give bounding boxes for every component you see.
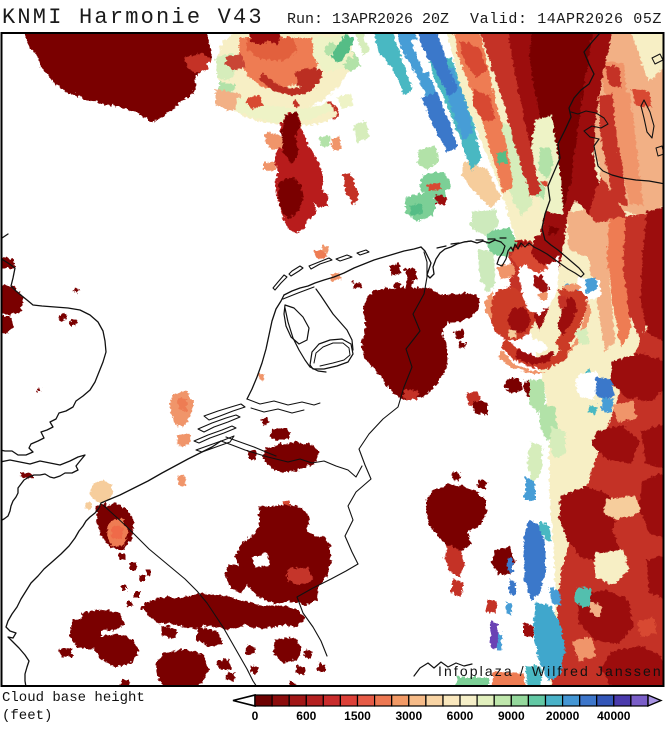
svg-text:9000: 9000 xyxy=(498,709,525,723)
svg-text:Run: 13APR2026 20Z: Run: 13APR2026 20Z xyxy=(287,11,449,28)
svg-text:Valid: 14APR2026 05Z: Valid: 14APR2026 05Z xyxy=(470,11,662,28)
svg-text:KNMI Harmonie V43: KNMI Harmonie V43 xyxy=(2,5,264,30)
svg-text:(feet): (feet) xyxy=(2,708,52,724)
svg-text:3000: 3000 xyxy=(395,709,422,723)
svg-text:6000: 6000 xyxy=(447,709,474,723)
svg-text:0: 0 xyxy=(252,709,259,723)
svg-text:Cloud base height: Cloud base height xyxy=(2,690,145,706)
svg-text:600: 600 xyxy=(296,709,316,723)
svg-text:40000: 40000 xyxy=(597,709,631,723)
svg-text:Infoplaza / Wilfred Janssen: Infoplaza / Wilfred Janssen xyxy=(438,663,663,679)
svg-text:1500: 1500 xyxy=(344,709,371,723)
svg-text:20000: 20000 xyxy=(546,709,580,723)
